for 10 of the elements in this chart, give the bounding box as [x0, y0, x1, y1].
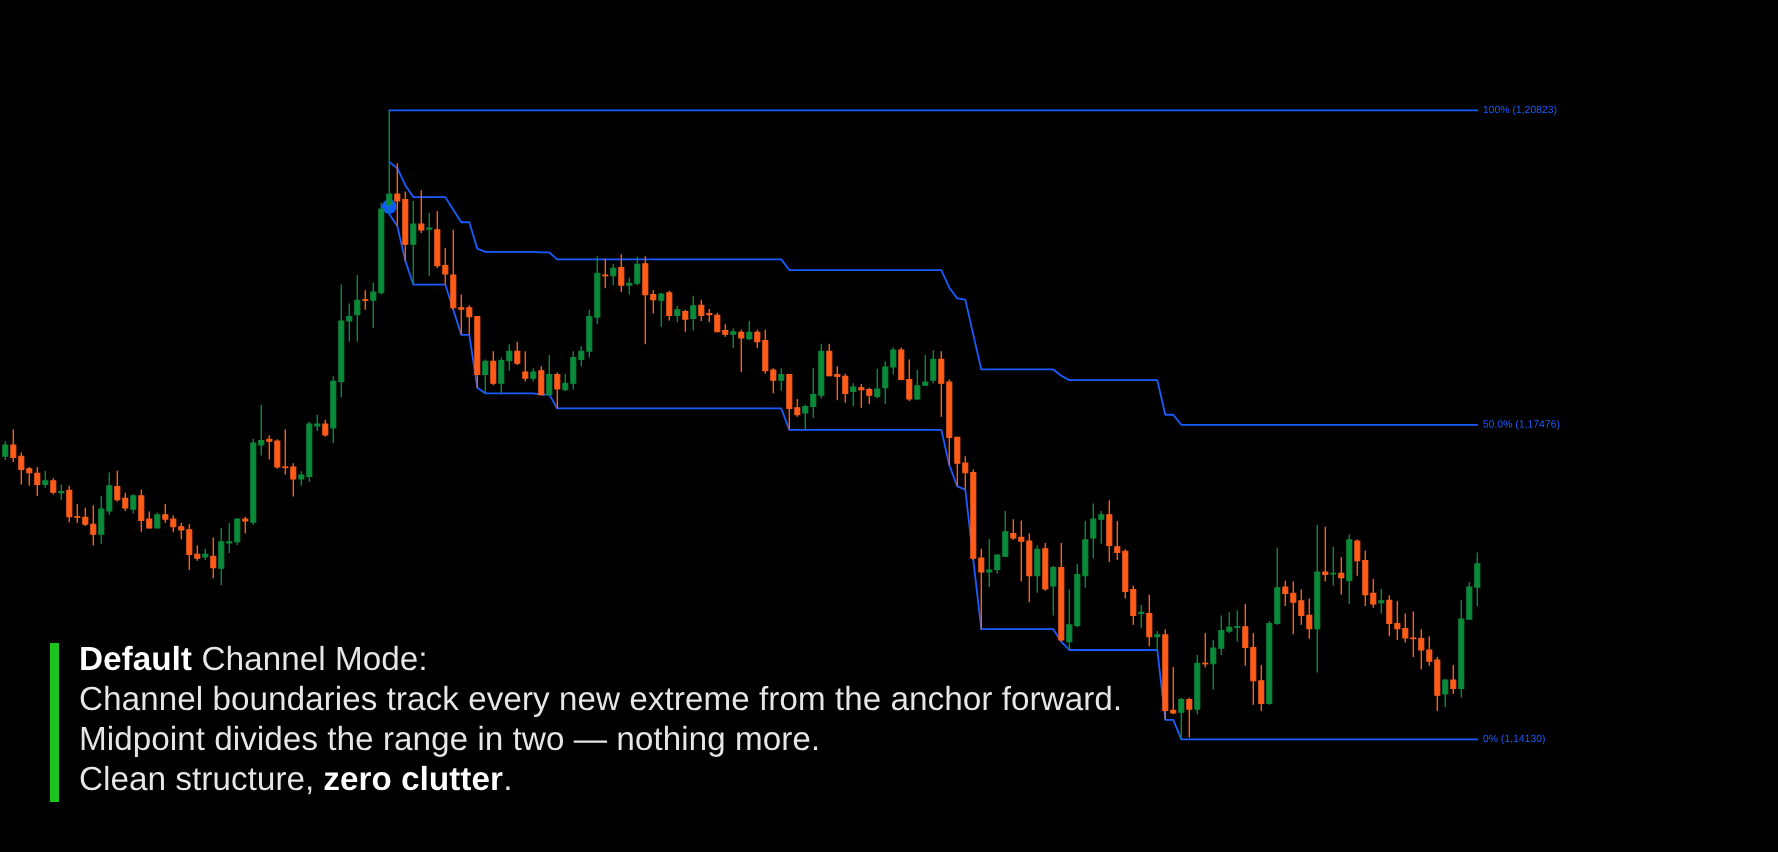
annotation: Midpoint divides the range in two — nothing more.: [81, 725, 818, 757]
text: Clean structure,: [80, 765, 312, 795]
series-label: 0% (1,14130): [1483, 734, 1545, 745]
annotation: Channel boundaries track every new extreme from the anchor forward.: [80, 685, 1120, 717]
annotation: Default: [81, 645, 192, 671]
annotation: Channel Mode:: [203, 645, 425, 671]
text: .: [506, 786, 510, 790]
text: zero clutter: [324, 765, 503, 791]
series-label: 50.0% (1,17476): [1483, 419, 1560, 430]
series-label: 100% (1,20823): [1483, 105, 1557, 116]
